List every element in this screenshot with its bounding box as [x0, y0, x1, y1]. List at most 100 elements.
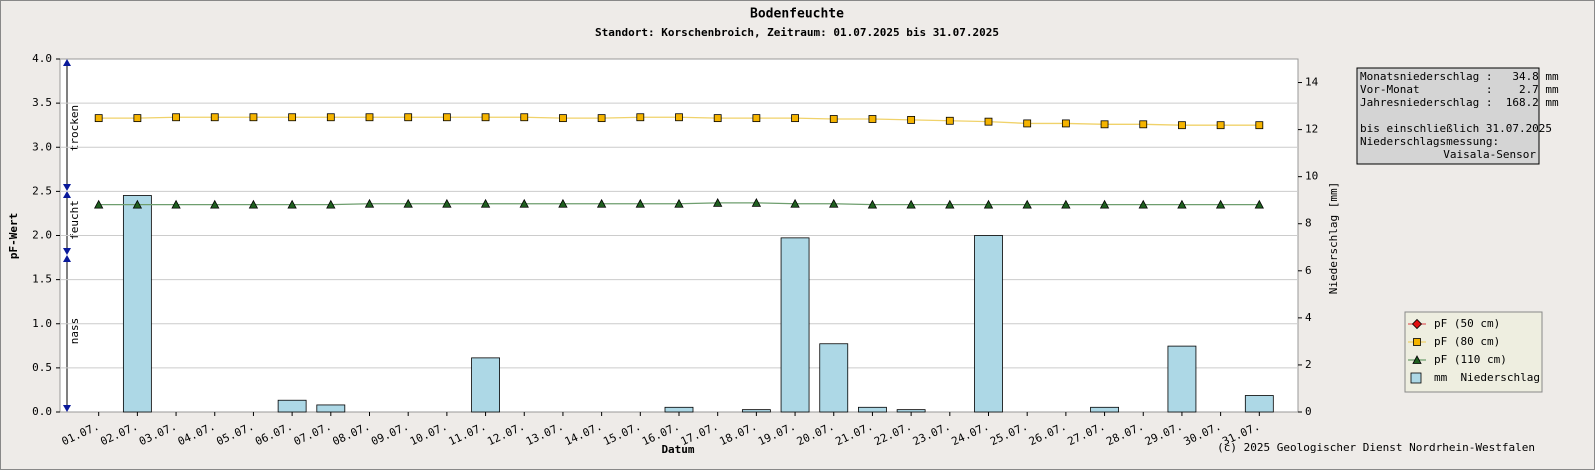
- marker: [1139, 120, 1148, 129]
- marker: [248, 199, 259, 209]
- bar: [1167, 345, 1197, 413]
- y-tick-label: 3.0: [32, 140, 52, 153]
- y2-tick-label: 2: [1305, 358, 1312, 371]
- marker: [1178, 121, 1186, 130]
- info-line: Jahresniederschlag : 168.2 mm: [1360, 96, 1559, 109]
- chart-title: Bodenfeuchte: [750, 7, 844, 22]
- marker: [520, 113, 529, 122]
- marker: [1023, 119, 1032, 128]
- info-line: Monatsniederschlag : 34.8 mm: [1360, 70, 1559, 83]
- y2-tick-label: 14: [1305, 76, 1319, 89]
- marker: [442, 198, 452, 208]
- marker: [1061, 119, 1070, 128]
- marker: [1216, 121, 1225, 130]
- marker: [287, 199, 297, 209]
- bar: [780, 237, 810, 413]
- y-tick-label: 3.5: [32, 96, 52, 109]
- marker: [1215, 199, 1226, 209]
- marker: [519, 198, 529, 208]
- info-line: bis einschließlich 31.07.2025: [1360, 122, 1552, 135]
- info-line: Vaisala-Sensor: [1443, 148, 1536, 161]
- marker: [326, 113, 335, 122]
- marker: [249, 113, 258, 122]
- marker: [1100, 120, 1109, 129]
- y-tick-label: 2.0: [32, 229, 52, 242]
- bar: [122, 195, 152, 413]
- y2-tick-label: 10: [1305, 170, 1318, 183]
- marker: [983, 199, 994, 209]
- footer: (c) 2025 Geologischer Dienst Nordrhein-W…: [1217, 441, 1535, 454]
- bar: [896, 409, 926, 413]
- legend-label: pF (110 cm): [1434, 353, 1507, 366]
- zone-label: nass: [68, 318, 81, 345]
- marker: [558, 198, 568, 208]
- info-line: Niederschlagsmessung:: [1360, 135, 1499, 148]
- y-axis-label: pF-Wert: [7, 213, 20, 259]
- marker: [945, 116, 954, 125]
- legend-label: mm Niederschlag: [1434, 371, 1540, 384]
- bar: [1244, 395, 1274, 413]
- y-tick-label: 1.0: [32, 317, 52, 330]
- marker: [1061, 199, 1071, 209]
- marker: [829, 198, 839, 208]
- marker: [132, 199, 143, 209]
- marker: [945, 199, 955, 209]
- marker: [675, 113, 683, 122]
- marker: [752, 114, 761, 123]
- marker: [907, 115, 916, 124]
- marker: [1413, 338, 1421, 346]
- y-tick-label: 1.5: [32, 273, 52, 286]
- zone-label: feucht: [68, 200, 81, 240]
- marker: [1138, 199, 1148, 209]
- legend: pF (50 cm) pF (80 cm) pF (110 cm) mm Nieder…: [1404, 311, 1543, 393]
- marker: [171, 199, 181, 209]
- marker: [442, 113, 451, 122]
- marker: [597, 114, 606, 123]
- marker: [404, 113, 413, 122]
- marker: [791, 114, 799, 123]
- legend-label: pF (50 cm): [1434, 317, 1500, 330]
- marker: [1022, 199, 1032, 209]
- marker: [133, 114, 142, 123]
- marker: [636, 113, 645, 122]
- y2-tick-label: 0: [1305, 405, 1312, 418]
- marker: [596, 198, 607, 208]
- info-line: Vor-Monat : 2.7 mm: [1360, 83, 1559, 96]
- bar: [1090, 406, 1119, 413]
- zone-arrowheads: [63, 59, 71, 412]
- marker: [790, 198, 800, 208]
- y-tick-label: 0.0: [32, 405, 52, 418]
- marker: [1411, 318, 1423, 330]
- bar: [471, 357, 500, 413]
- marker: [635, 198, 645, 208]
- marker: [1254, 199, 1264, 209]
- bar: [277, 399, 307, 413]
- zone-label: trocken: [68, 105, 81, 151]
- y2-tick-label: 6: [1305, 264, 1312, 277]
- marker: [364, 198, 375, 208]
- marker: [403, 198, 413, 208]
- marker: [559, 114, 567, 123]
- bar: [858, 406, 887, 413]
- marker: [751, 197, 762, 207]
- legend-label: pF (80 cm): [1434, 335, 1500, 348]
- marker: [481, 113, 490, 122]
- bar: [974, 235, 1003, 413]
- marker: [867, 199, 878, 209]
- marker: [172, 113, 180, 122]
- bar: [741, 409, 771, 413]
- marker: [288, 113, 297, 122]
- marker: [326, 199, 336, 209]
- legend-box: [1404, 311, 1543, 393]
- y2-axis-label: Niederschlag [mm]: [1327, 182, 1340, 295]
- marker: [365, 113, 374, 122]
- marker: [1255, 121, 1264, 130]
- marker: [906, 199, 916, 209]
- marker: [1177, 199, 1187, 209]
- marker: [210, 113, 219, 122]
- marker: [674, 198, 684, 208]
- bar: [819, 343, 849, 413]
- marker: [868, 115, 877, 123]
- y2-tick-label: 4: [1305, 311, 1312, 324]
